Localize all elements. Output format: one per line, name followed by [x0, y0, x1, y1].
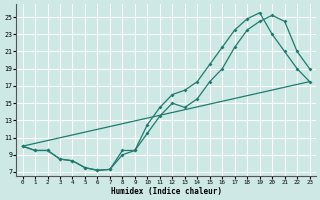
- X-axis label: Humidex (Indice chaleur): Humidex (Indice chaleur): [111, 187, 221, 196]
